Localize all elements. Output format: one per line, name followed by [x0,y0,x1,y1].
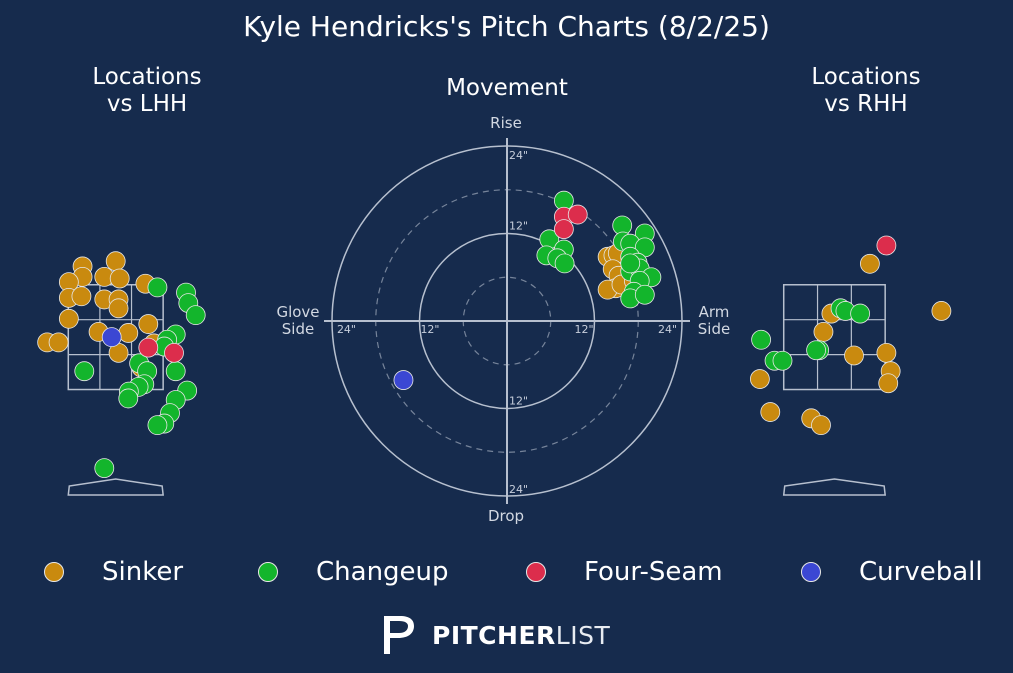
lhh-point-sinker [48,332,69,353]
tick-label-bottom-12: 12" [509,395,528,408]
movement-panel-title-text: Movement [446,75,568,101]
rhh-point-changeup [772,350,793,371]
rhh-point-sinker [760,402,781,422]
logo-word-light: LIST [555,621,611,650]
tick-label-bottom-24: 24" [509,483,528,496]
lhh-point-changeup [147,415,168,436]
movement-point-curveball [393,370,414,390]
legend-item-curveball: Curveball [797,553,1007,593]
movement-point-changeup [634,284,655,305]
lhh-point-sinker [105,251,126,272]
movement-point-four-seam [567,204,588,225]
tick-label-top-24: 24" [509,149,528,162]
rhh-point-sinker [859,253,880,274]
legend-label-sinker: Sinker [102,557,184,587]
rhh-point-sinker [931,301,952,321]
lhh-point-four-seam [138,337,159,358]
legend-marker-curveball [801,562,821,582]
legend-marker-changeup [258,562,278,582]
lhh-point-changeup [147,277,168,298]
tick-label-left-24: 24" [337,323,356,336]
legend-item-four-seam: Four-Seam [522,553,752,593]
rhh-panel-title-text: Locations vs RHH [811,64,921,117]
rhh-point-sinker [813,322,834,342]
movement-point-four-seam [553,219,574,240]
rhh-point-sinker [749,369,770,389]
lhh-point-changeup [94,458,115,478]
pitcherlist-wordmark: PITCHERLIST [432,621,610,650]
rise-label: Rise [490,114,522,132]
rhh-point-changeup [751,329,772,350]
legend-item-sinker: Sinker [40,553,240,593]
tick-label-right-12: 12" [575,323,594,336]
legend-label-four-seam: Four-Seam [584,557,723,587]
rhh-point-sinker [876,342,897,363]
legend-label-curveball: Curveball [859,557,983,587]
lhh-panel-title-text: Locations vs LHH [92,64,202,117]
tick-label-top-12: 12" [509,220,528,233]
lhh-point-sinker [138,314,159,334]
rhh-point-four-seam [876,235,897,256]
pitcherlist-logo: PITCHERLIST [380,612,620,658]
lhh-point-sinker [109,268,130,289]
legend-label-changeup: Changeup [316,557,449,587]
glove-side-label: Glove Side [276,303,320,338]
movement-panel-title: Movement [407,75,607,102]
lhh-point-curveball [101,327,122,348]
pitcherlist-p-icon [384,616,414,654]
rhh-panel-title: Locations vs RHH [766,64,966,118]
rhh-home-plate [782,478,887,496]
rhh-point-sinker [811,415,831,436]
drop-label: Drop [487,507,525,525]
lhh-point-sinker [108,298,129,319]
lhh-point-changeup [118,388,139,409]
rhh-location-plot [749,235,952,496]
logo-word-bold: PITCHER [432,621,556,650]
lhh-point-four-seam [164,342,184,363]
arm-side-label: Arm Side [697,303,731,338]
rhh-point-changeup [806,340,827,361]
movement-point-changeup [554,253,575,274]
lhh-point-changeup [165,361,186,382]
movement-point-changeup [620,253,641,274]
lhh-point-changeup [185,305,206,326]
rhh-point-sinker [878,373,899,394]
lhh-location-plot [37,251,206,496]
chart-title: Kyle Hendricks's Pitch Charts (8/2/25) [243,10,770,43]
lhh-point-sinker [58,308,79,329]
lhh-home-plate [67,478,164,496]
movement-plot: 12" 24" 12" 24" 12" 24" 12" 24" [324,138,690,504]
rhh-point-changeup [850,303,871,324]
lhh-point-sinker [118,323,139,343]
legend-item-changeup: Changeup [254,553,474,593]
lhh-panel-title: Locations vs LHH [47,64,247,118]
tick-label-right-24: 24" [658,323,677,336]
rhh-strike-zone [782,284,886,391]
rhh-point-sinker [844,345,864,366]
lhh-point-sinker [71,286,92,307]
legend-marker-four-seam [526,562,546,582]
legend-marker-sinker [44,562,64,582]
lhh-point-changeup [74,361,95,382]
tick-label-left-12: 12" [420,323,439,336]
